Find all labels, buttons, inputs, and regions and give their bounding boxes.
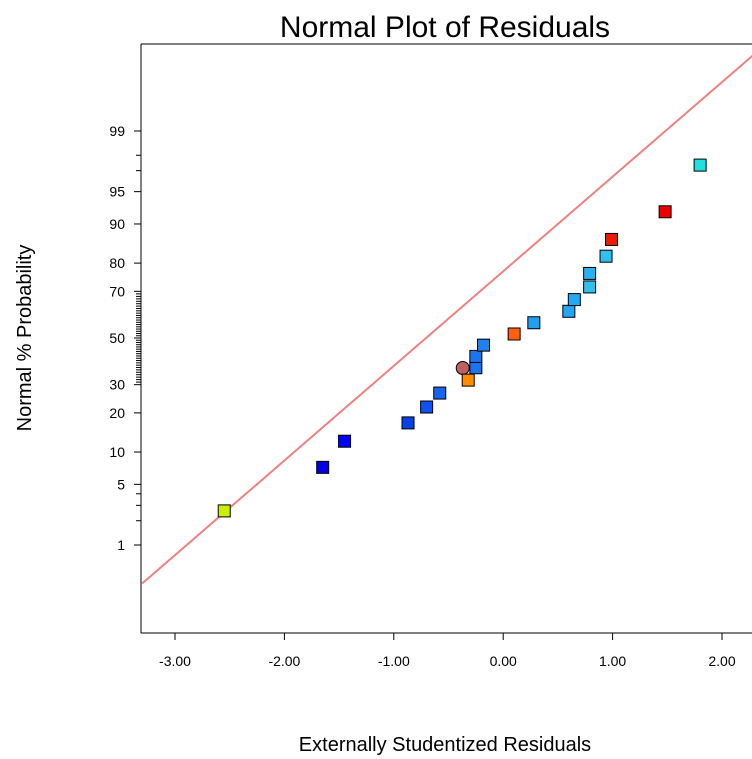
x-axis-ticks: -3.00 -2.00 -1.00 0.00 1.00 2.00 xyxy=(159,633,736,669)
y-tick-label: 30 xyxy=(109,377,125,393)
data-point xyxy=(433,386,447,400)
y-axis-title: Normal % Probability xyxy=(14,245,36,432)
data-point xyxy=(420,400,434,414)
x-tick-label: -1.00 xyxy=(378,653,410,669)
y-tick-label: 95 xyxy=(109,184,125,200)
y-tick-label: 90 xyxy=(109,216,125,232)
data-point xyxy=(527,316,541,330)
data-point xyxy=(599,249,613,263)
reference-line xyxy=(141,54,752,585)
y-minor-ticks xyxy=(136,154,141,522)
data-point xyxy=(658,205,672,219)
plot-area xyxy=(140,43,752,634)
x-tick-label: 0.00 xyxy=(490,653,517,669)
y-tick-label: 1 xyxy=(117,537,125,553)
x-tick-label: 1.00 xyxy=(599,653,626,669)
data-points xyxy=(217,158,707,518)
data-point xyxy=(469,349,483,363)
data-point xyxy=(461,373,475,387)
data-point xyxy=(469,361,483,375)
data-point xyxy=(583,280,597,294)
data-point xyxy=(693,158,707,172)
x-axis-title: Externally Studentized Residuals xyxy=(299,734,591,756)
data-point xyxy=(507,327,521,341)
data-point xyxy=(217,504,231,518)
x-tick-label: -2.00 xyxy=(268,653,300,669)
y-tick-label: 50 xyxy=(109,330,125,346)
data-point xyxy=(562,304,576,318)
data-point xyxy=(583,266,597,280)
y-tick-label: 80 xyxy=(109,255,125,271)
y-tick-label: 70 xyxy=(109,283,125,299)
data-point xyxy=(477,338,491,352)
data-point xyxy=(338,434,352,448)
y-axis-ticks: 1 5 10 20 30 50 70 80 90 95 99 xyxy=(109,123,141,553)
y-tick-label: 5 xyxy=(117,476,125,492)
y-tick-label: 10 xyxy=(109,444,125,460)
x-tick-label: 2.00 xyxy=(708,653,735,669)
y-tick-label: 20 xyxy=(109,405,125,421)
chart-title: Normal Plot of Residuals xyxy=(280,11,610,44)
data-point-circle xyxy=(455,361,470,376)
data-point xyxy=(567,293,581,307)
data-point xyxy=(401,416,415,430)
x-tick-label: -3.00 xyxy=(159,653,191,669)
data-point xyxy=(316,460,330,474)
y-tick-label: 99 xyxy=(109,123,125,139)
data-point xyxy=(605,232,619,246)
